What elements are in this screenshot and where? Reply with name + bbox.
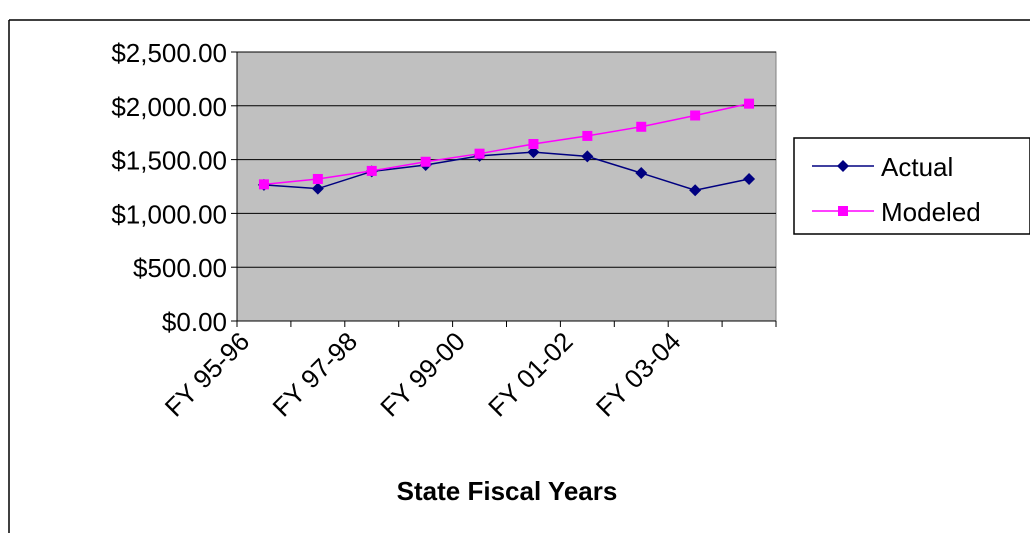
series-layer (257, 98, 756, 197)
y-tick-label: $1,500.00 (111, 146, 227, 176)
x-tick-label: FY 01-02 (482, 326, 579, 423)
data-point-modeled (744, 98, 755, 109)
data-point-actual (689, 184, 702, 197)
data-point-modeled (366, 165, 377, 176)
data-point-actual (635, 167, 648, 180)
series-line-modeled (263, 102, 750, 186)
legend-item-actual: Actual (812, 152, 953, 182)
gridlines (237, 51, 776, 268)
data-point-modeled (528, 138, 539, 149)
legend-item-modeled: Modeled (812, 197, 981, 227)
series-line-actual (263, 151, 750, 192)
y-tick-label: $2,500.00 (111, 38, 227, 68)
x-tick-label: FY 95-96 (159, 326, 256, 423)
legend-label: Actual (881, 152, 953, 182)
legend-marker (837, 160, 849, 172)
axes (231, 51, 777, 327)
x-tick-label: FY 99-00 (374, 326, 471, 423)
data-point-actual (527, 146, 540, 159)
x-axis-title: State Fiscal Years (397, 476, 618, 506)
x-tick-labels: FY 95-96 FY 97-98 FY 99-00 FY 01-02 FY 03-04 (159, 326, 687, 423)
data-point-modeled (636, 121, 647, 132)
data-point-actual (581, 150, 594, 163)
x-tick-label: FY 97-98 (267, 326, 364, 423)
data-point-modeled (420, 156, 431, 167)
y-tick-label: $2,000.00 (111, 92, 227, 122)
y-tick-label: $500.00 (133, 253, 227, 283)
data-point-modeled (690, 110, 701, 121)
legend: Actual Modeled (793, 137, 1030, 235)
series-modeled (258, 98, 755, 190)
data-point-actual (743, 172, 756, 185)
y-tick-labels: $0.00 $500.00 $1,000.00 $1,500.00 $2,000.00 $… (111, 38, 227, 337)
data-point-modeled (582, 130, 593, 141)
legend-marker (838, 206, 848, 216)
data-point-modeled (312, 173, 323, 184)
x-tick-label: FY 03-04 (590, 326, 687, 423)
data-point-modeled (474, 148, 485, 159)
data-point-actual (311, 182, 324, 195)
y-tick-label: $1,000.00 (111, 199, 227, 229)
y-tick-label: $0.00 (162, 307, 227, 337)
legend-label: Modeled (881, 197, 981, 227)
legend-box (793, 137, 1030, 235)
data-point-modeled (258, 179, 269, 190)
